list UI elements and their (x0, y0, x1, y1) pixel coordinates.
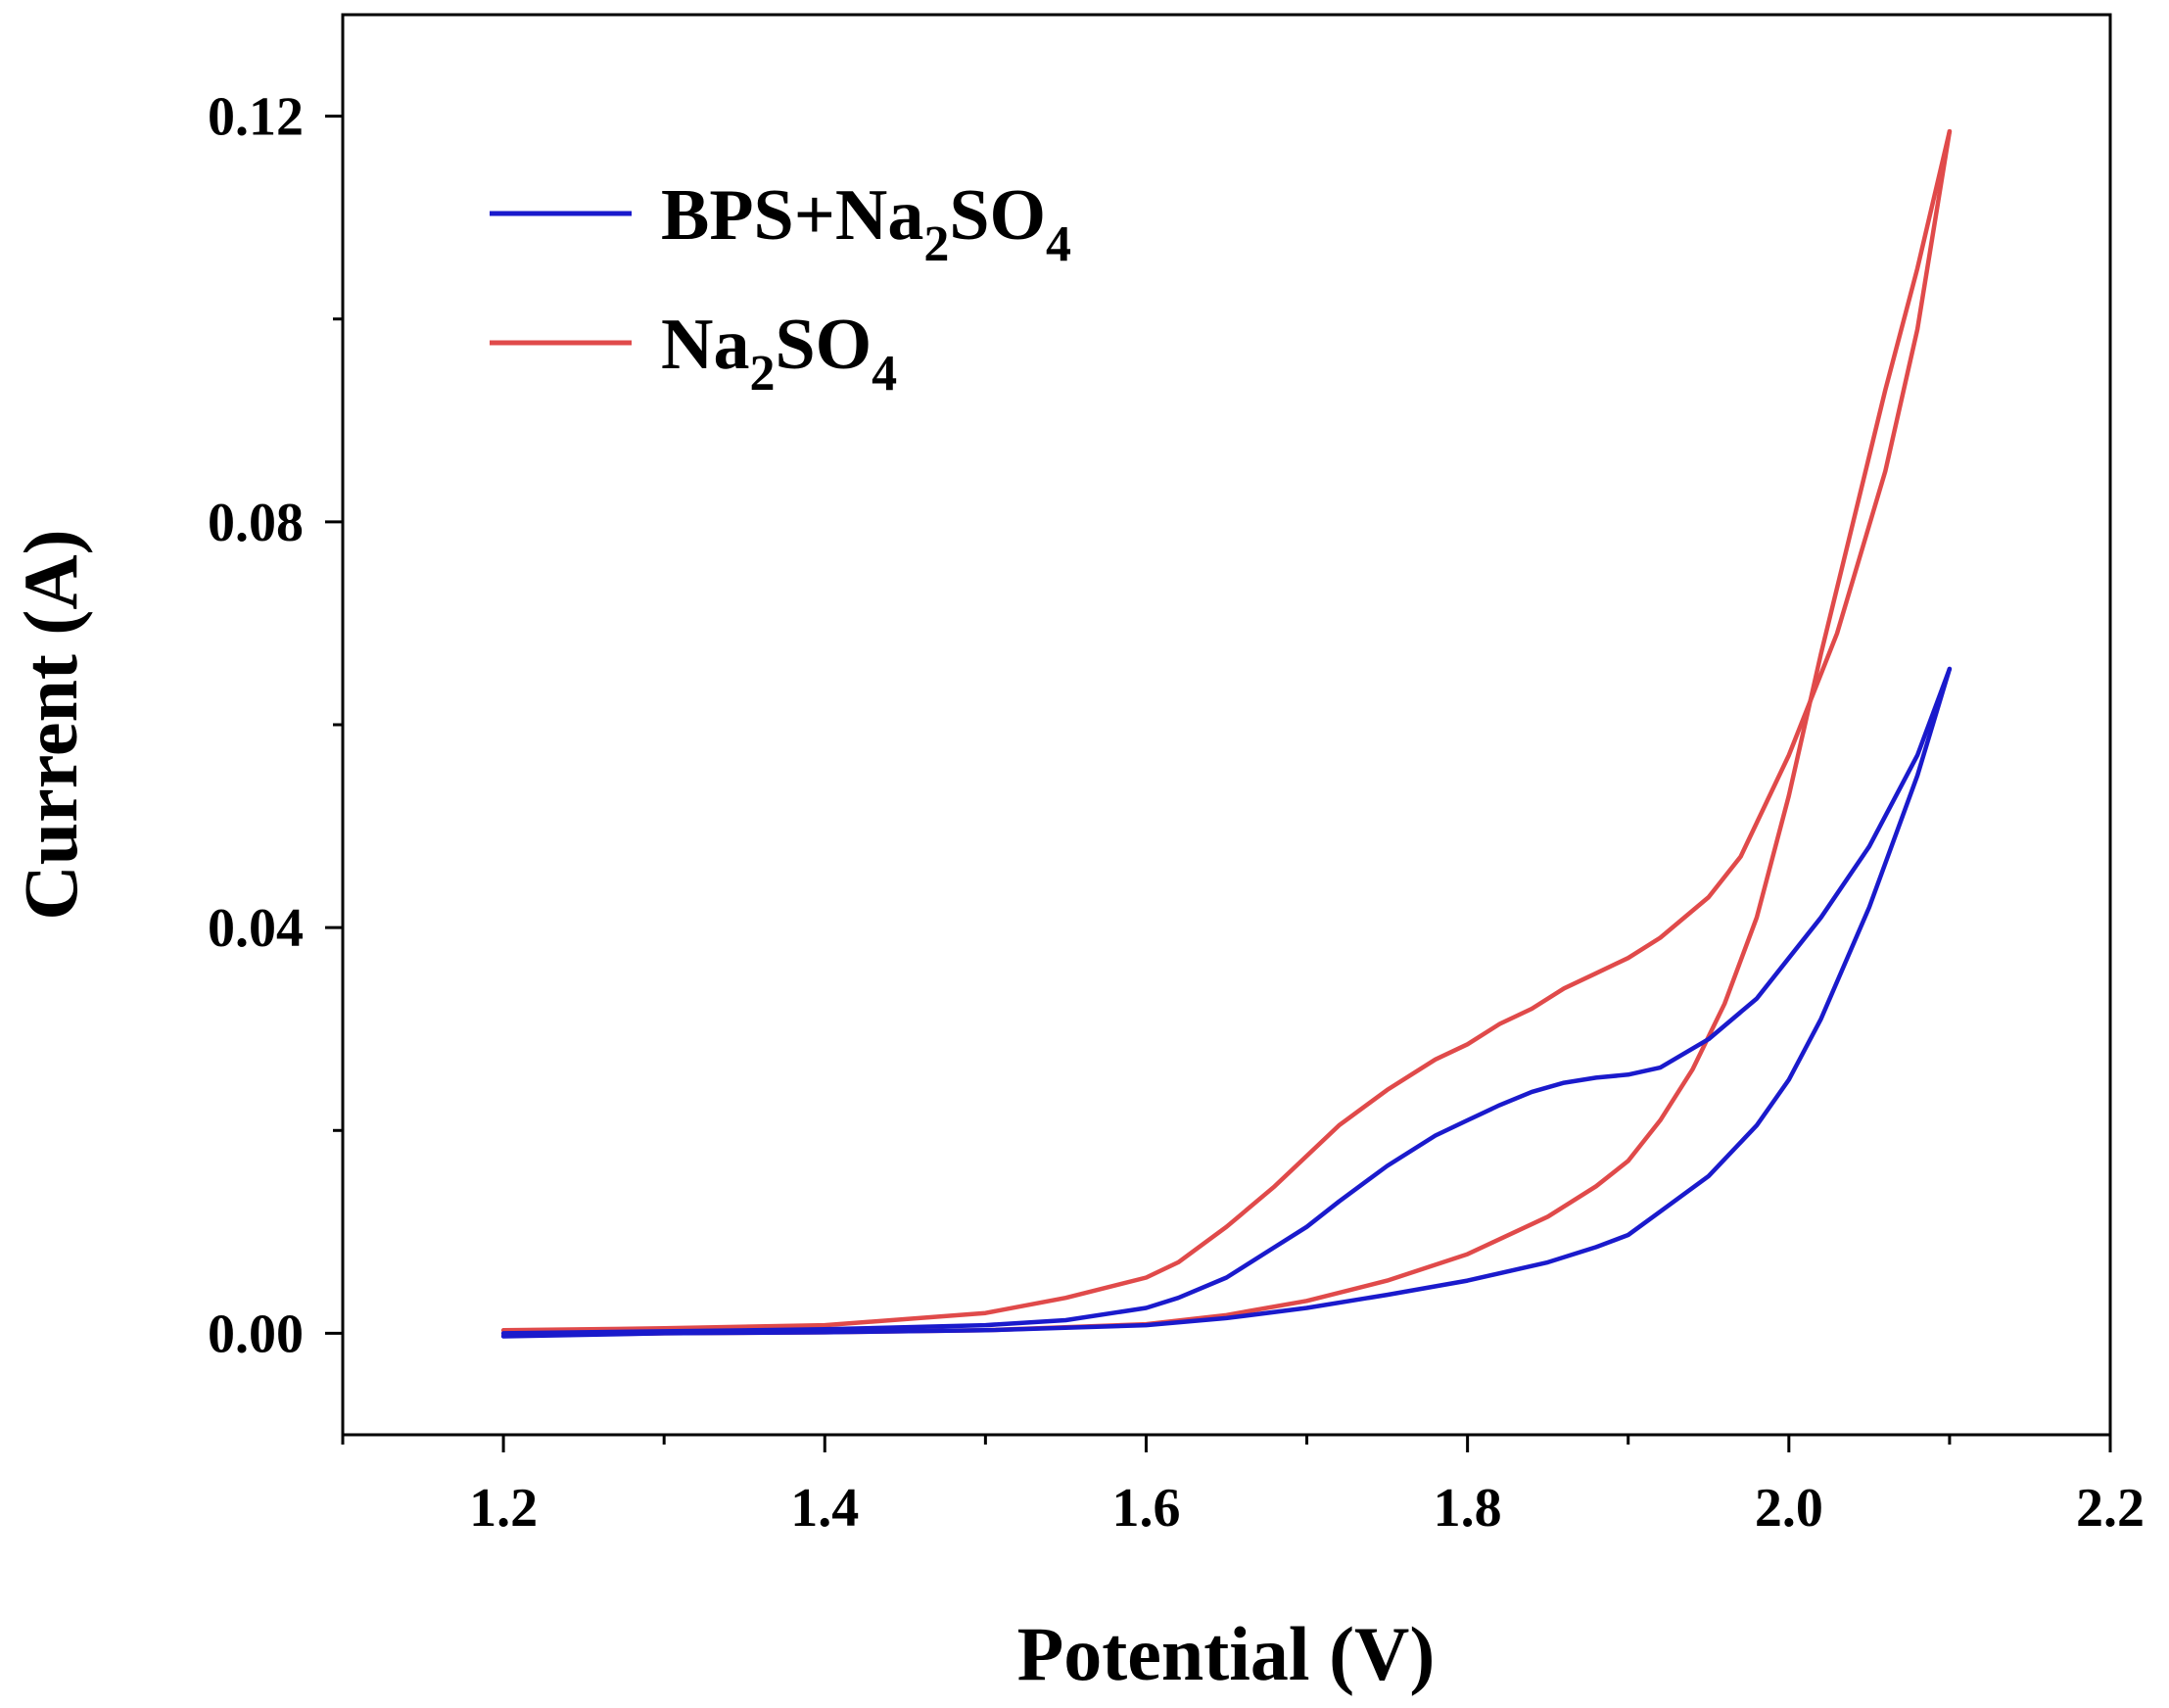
y-tick-label: 0.12 (208, 87, 304, 148)
tick-labels: 1.2 1.4 1.6 1.8 2.0 2.2 0.00 0.04 0.08 0.12 (208, 87, 2145, 1539)
x-tick-label: 1.8 (1434, 1478, 1502, 1539)
series-layer (500, 128, 1953, 1339)
x-tick-label: 2.2 (2076, 1478, 2145, 1539)
x-axis-title: Potential (V) (1017, 1611, 1436, 1696)
x-tick-label: 1.4 (790, 1478, 859, 1539)
legend: BPS+Na2SO4 Na2SO4 (490, 175, 1071, 402)
y-tick-label: 0.08 (208, 493, 304, 553)
legend-label: BPS+Na2SO4 (661, 175, 1071, 272)
plot-frame (341, 13, 2112, 1437)
x-tick-label: 1.2 (469, 1478, 538, 1539)
y-tick-label: 0.00 (208, 1304, 304, 1364)
y-axis-title: Current (A) (8, 529, 93, 920)
y-tick-label: 0.04 (208, 898, 304, 959)
axis-ticks (325, 115, 2112, 1452)
series-na2so4-forward-scan (500, 128, 1953, 1333)
x-tick-label: 2.0 (1755, 1478, 1823, 1539)
series-bps-na2so4-forward-scan (500, 666, 1953, 1336)
series-bps-na2so4-reverse-scan (500, 666, 1953, 1339)
legend-label: Na2SO4 (661, 305, 897, 402)
x-tick-label: 1.6 (1111, 1478, 1180, 1539)
